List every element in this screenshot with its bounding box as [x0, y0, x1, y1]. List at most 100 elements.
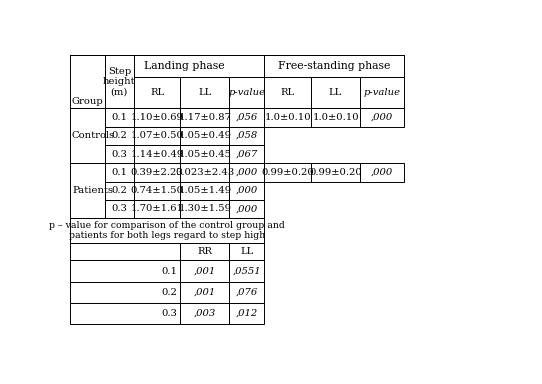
Text: 0.1: 0.1 [112, 113, 127, 122]
Bar [229, 260, 264, 282]
Text: 0.39±2.23: 0.39±2.23 [131, 168, 184, 177]
Text: ,076: ,076 [236, 288, 258, 297]
Text: ,0551: ,0551 [233, 266, 261, 276]
Bar [105, 126, 134, 145]
Text: 1.30±1.59: 1.30±1.59 [178, 205, 231, 214]
Bar [180, 243, 229, 260]
Text: 0.1: 0.1 [161, 266, 177, 276]
Text: RL: RL [281, 88, 295, 97]
Bar [105, 55, 134, 108]
Text: ,003: ,003 [194, 309, 216, 318]
Text: 0.3: 0.3 [112, 205, 127, 214]
Text: Step
height
(m): Step height (m) [103, 67, 136, 96]
Text: 1.17±0.87: 1.17±0.87 [178, 113, 231, 122]
Text: LL: LL [240, 247, 254, 257]
Bar [311, 108, 360, 126]
Text: ,058: ,058 [236, 131, 258, 140]
Bar [70, 260, 180, 282]
Text: ,001: ,001 [194, 288, 216, 297]
Text: 0.2: 0.2 [161, 288, 177, 297]
Bar [70, 108, 105, 163]
Bar [180, 163, 229, 182]
Bar [70, 55, 105, 108]
Text: 1.07±0.50: 1.07±0.50 [131, 131, 184, 140]
Text: p-value: p-value [228, 88, 266, 97]
Bar [134, 108, 180, 126]
Text: p-value: p-value [363, 88, 400, 97]
Bar [134, 163, 180, 182]
Bar [180, 260, 229, 282]
Bar [229, 108, 264, 126]
Bar [134, 145, 180, 163]
Bar [180, 182, 229, 200]
Text: ,000: ,000 [236, 205, 258, 214]
Text: p – value for comparison of the control group and
patients for both legs regard : p – value for comparison of the control … [49, 221, 285, 240]
Text: 1.05±1.49: 1.05±1.49 [178, 186, 231, 195]
Bar [180, 108, 229, 126]
Text: LL: LL [198, 88, 211, 97]
Bar [134, 77, 180, 108]
Text: RL: RL [150, 88, 164, 97]
Text: 1.70±1.61: 1.70±1.61 [131, 205, 184, 214]
Bar [360, 108, 404, 126]
Bar [180, 77, 229, 108]
Bar [70, 243, 180, 260]
Bar [105, 108, 134, 126]
Text: 0.023±2.43: 0.023±2.43 [175, 168, 235, 177]
Bar [134, 182, 180, 200]
Bar [105, 182, 134, 200]
Bar [134, 200, 180, 218]
Bar [229, 303, 264, 324]
Bar [180, 145, 229, 163]
Text: 1.14±0.49: 1.14±0.49 [131, 149, 184, 159]
Text: ,001: ,001 [194, 266, 216, 276]
Bar [360, 163, 404, 182]
Bar [180, 282, 229, 303]
Text: 0.2: 0.2 [112, 131, 127, 140]
Text: ,000: ,000 [371, 113, 393, 122]
Bar [70, 282, 180, 303]
Bar [229, 182, 264, 200]
Bar [229, 145, 264, 163]
Bar [105, 163, 134, 182]
Text: ,000: ,000 [371, 168, 393, 177]
Bar [180, 200, 229, 218]
Text: 0.3: 0.3 [161, 309, 177, 318]
Bar [311, 163, 360, 182]
Bar [311, 77, 360, 108]
Text: ,000: ,000 [236, 168, 258, 177]
Text: ,067: ,067 [236, 149, 258, 159]
Bar [229, 126, 264, 145]
Bar [229, 200, 264, 218]
Bar [360, 77, 404, 108]
Text: 1.05±0.49: 1.05±0.49 [178, 131, 231, 140]
Text: 0.99±0.20: 0.99±0.20 [309, 168, 362, 177]
Text: ,012: ,012 [236, 309, 258, 318]
Text: Patients: Patients [72, 186, 113, 195]
Bar [105, 200, 134, 218]
Bar [229, 77, 264, 108]
Bar [180, 303, 229, 324]
Text: 0.2: 0.2 [112, 186, 127, 195]
Text: 0.3: 0.3 [112, 149, 127, 159]
Bar [229, 243, 264, 260]
Bar [70, 163, 105, 218]
Text: 0.74±1.50: 0.74±1.50 [131, 186, 184, 195]
Text: ,056: ,056 [236, 113, 258, 122]
Bar [264, 55, 404, 77]
Text: 1.0±0.10: 1.0±0.10 [264, 113, 311, 122]
Bar [264, 108, 311, 126]
Bar [264, 77, 311, 108]
Text: ,000: ,000 [236, 186, 258, 195]
Text: 1.10±0.69: 1.10±0.69 [131, 113, 184, 122]
Bar [134, 126, 180, 145]
Text: Group: Group [72, 97, 104, 106]
Text: 1.05±0.45: 1.05±0.45 [178, 149, 231, 159]
Text: 0.1: 0.1 [112, 168, 127, 177]
Bar [70, 218, 264, 243]
Bar [105, 145, 134, 163]
Text: Landing phase: Landing phase [144, 61, 225, 71]
Text: 1.0±0.10: 1.0±0.10 [312, 113, 359, 122]
Bar [229, 163, 264, 182]
Text: RR: RR [197, 247, 212, 257]
